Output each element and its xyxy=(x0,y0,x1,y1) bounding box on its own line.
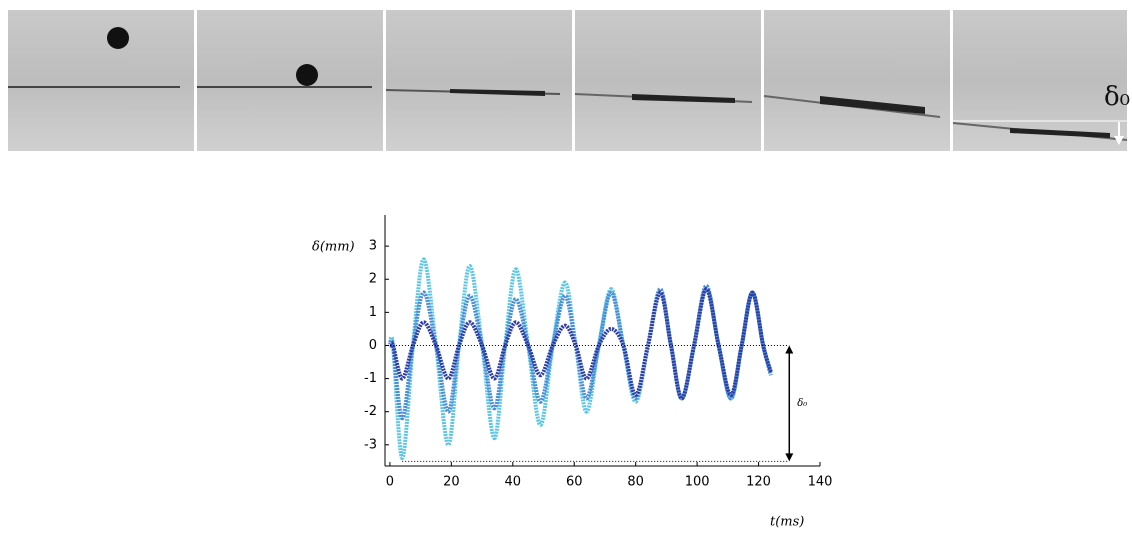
arrow-label: δ₀ xyxy=(797,398,807,409)
drop-film xyxy=(820,96,925,114)
drop-film xyxy=(1010,128,1110,138)
photo-frame xyxy=(953,10,1127,151)
y-axis-label: δ(mm) xyxy=(312,240,355,255)
y-tick-label: -3 xyxy=(364,437,377,452)
y-tick-label: 1 xyxy=(369,305,377,320)
x-tick-label: 140 xyxy=(808,475,833,490)
photo-frame xyxy=(386,10,572,151)
drop xyxy=(107,27,129,49)
photo-frame xyxy=(764,10,950,151)
series-line xyxy=(387,283,773,421)
x-tick-label: 20 xyxy=(443,475,460,490)
x-tick-label: 60 xyxy=(566,475,583,490)
photo-frame xyxy=(575,10,761,151)
x-tick-label: 0 xyxy=(386,475,394,490)
arrow-head xyxy=(785,453,794,462)
photo-frame xyxy=(8,10,194,151)
y-tick-label: 0 xyxy=(369,338,377,353)
y-tick-label: -1 xyxy=(364,371,377,386)
x-tick-label: 80 xyxy=(627,475,644,490)
y-tick-label: -2 xyxy=(364,404,377,419)
drop-film xyxy=(450,89,545,96)
drop xyxy=(296,64,318,86)
arrow-head xyxy=(785,345,794,354)
arrow-head xyxy=(1114,136,1124,145)
x-tick-label: 120 xyxy=(746,475,771,490)
x-tick-label: 100 xyxy=(685,475,710,490)
series-line xyxy=(387,287,773,401)
photo-frame xyxy=(197,10,383,151)
drop-film xyxy=(632,94,735,103)
photo-label: δ₀ xyxy=(1104,82,1130,112)
x-tick-label: 40 xyxy=(505,475,522,490)
x-axis-label: t(ms) xyxy=(770,515,804,530)
y-tick-label: 2 xyxy=(369,272,377,287)
y-tick-label: 3 xyxy=(369,239,377,254)
photo-strip: δ₀ xyxy=(8,10,1130,151)
